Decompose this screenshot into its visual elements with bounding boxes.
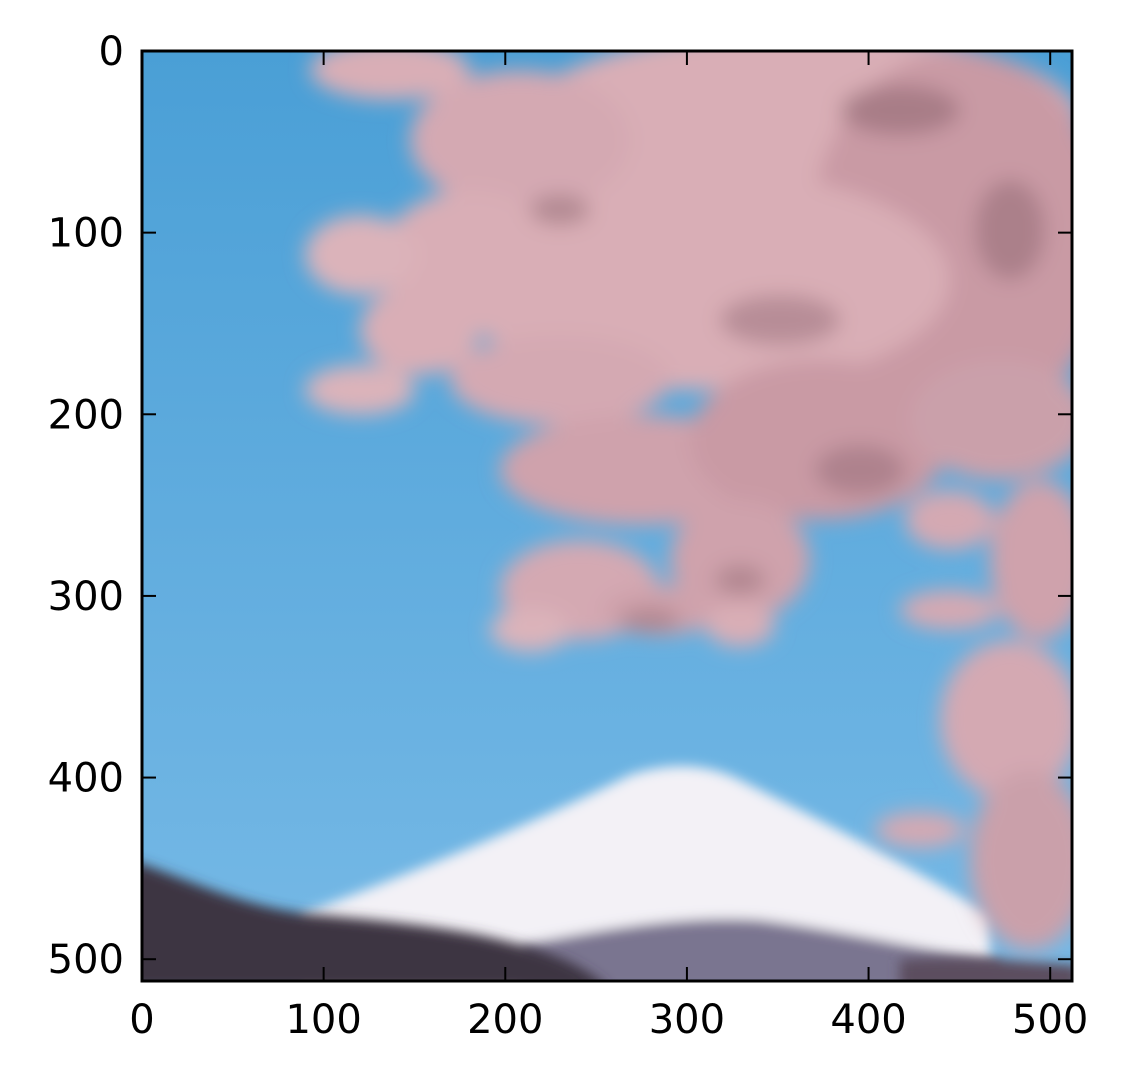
snowy-mountain [300,766,1000,981]
foreground-hill-right [900,957,1072,981]
y-tick-label: 300 [48,574,124,620]
cherry-blossoms [305,51,1072,950]
mountain-snow [300,766,990,981]
x-tick-label: 200 [467,997,543,1043]
foreground-hill [142,864,600,981]
mountain-base [520,919,1000,981]
photo [142,51,1072,981]
y-tick-label: 200 [48,392,124,438]
y-axis: 0 100 200 300 400 500 [48,29,1072,983]
y-tick-label: 100 [48,211,124,257]
x-tick-label: 500 [1012,997,1088,1043]
x-tick-label: 300 [649,997,725,1043]
axes-frame [140,49,1074,983]
x-axis: 0 100 200 300 400 500 [129,51,1088,1043]
x-tick-label: 0 [129,997,154,1043]
x-tick-label: 400 [830,997,906,1043]
foreground-hills [142,864,1072,981]
y-tick-label: 0 [99,29,124,75]
x-tick-label: 100 [285,997,361,1043]
y-tick-label: 500 [48,937,124,983]
y-tick-label: 400 [48,756,124,802]
